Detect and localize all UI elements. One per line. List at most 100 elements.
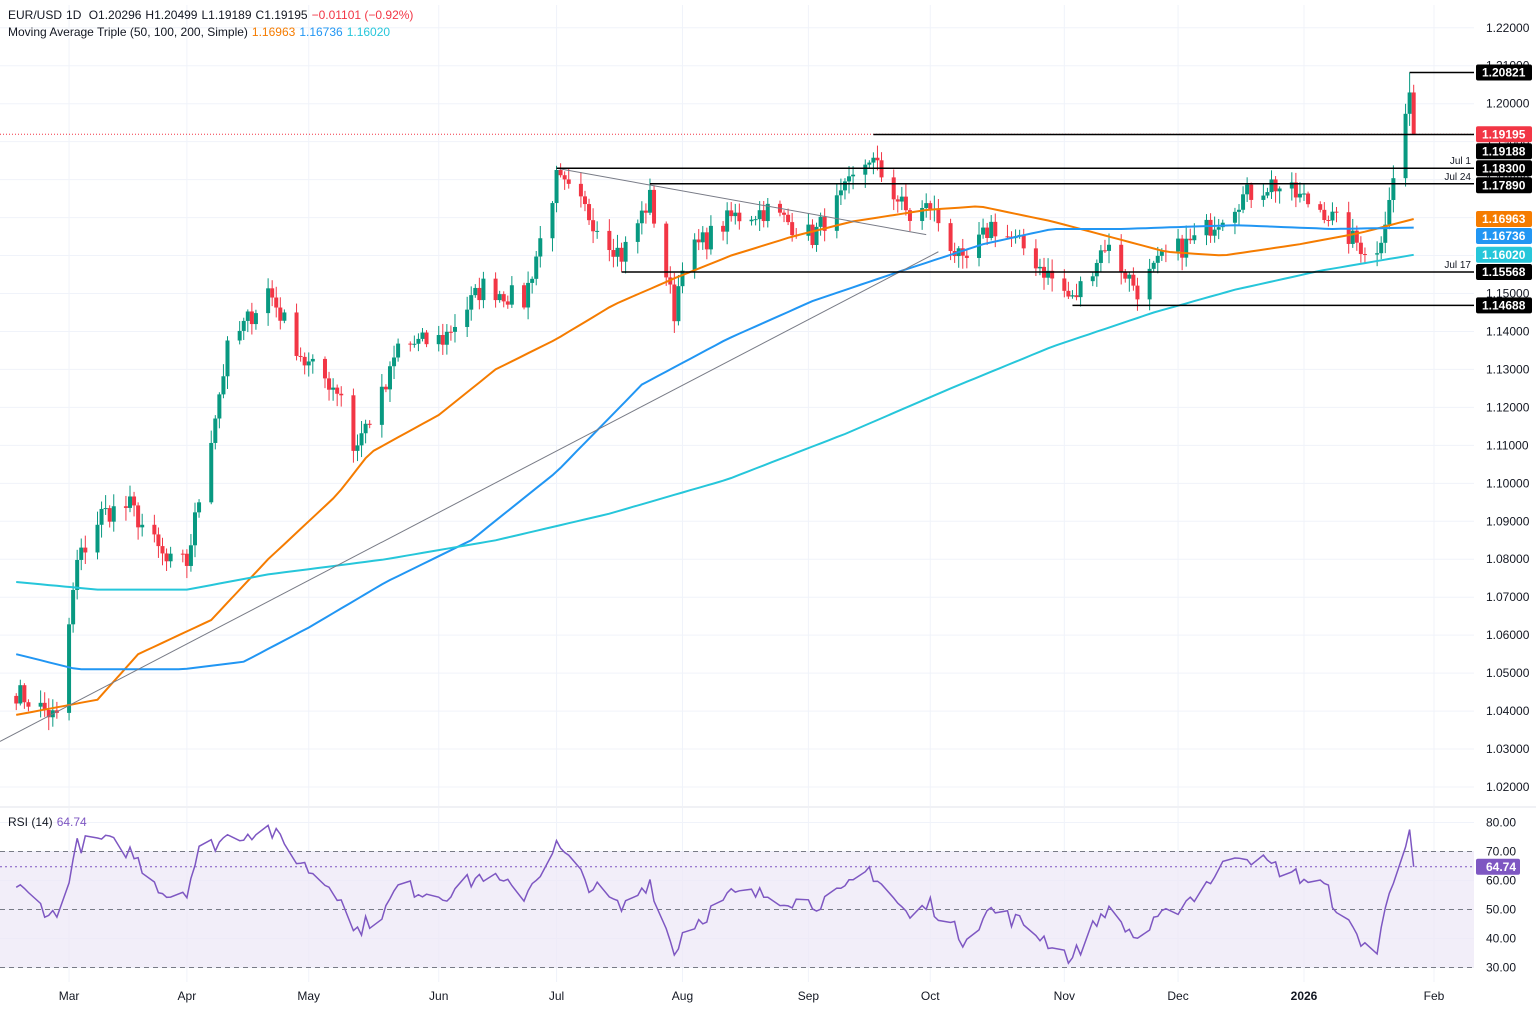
candle-body bbox=[834, 195, 839, 231]
ohlc-legend: EUR/USD 1D O1.20296 H1.20499 L1.19189 C1.191… bbox=[8, 8, 417, 22]
candle-body bbox=[1403, 113, 1408, 179]
candle-body bbox=[822, 216, 827, 231]
price-tick-label: 1.07000 bbox=[1486, 590, 1530, 604]
candle-body bbox=[1293, 182, 1298, 198]
candle-body bbox=[863, 164, 868, 175]
candle bbox=[379, 374, 384, 438]
candle-body bbox=[875, 157, 880, 161]
candle-body bbox=[554, 170, 559, 204]
candle-body bbox=[209, 442, 214, 503]
price-tick-label: 1.09000 bbox=[1486, 514, 1530, 528]
candle bbox=[473, 284, 478, 298]
candle bbox=[753, 215, 758, 226]
candle bbox=[132, 491, 137, 517]
candle-body bbox=[1147, 268, 1152, 300]
candle bbox=[416, 333, 421, 352]
candle bbox=[578, 172, 583, 208]
candle bbox=[1403, 103, 1408, 187]
candle-body bbox=[298, 355, 303, 357]
ma-legend-label: Moving Average Triple (50, 100, 200, Sim… bbox=[8, 25, 248, 39]
candle bbox=[643, 203, 648, 224]
candle-body bbox=[1180, 238, 1185, 258]
candle-body bbox=[1159, 251, 1164, 256]
candle bbox=[765, 198, 770, 228]
candle bbox=[335, 384, 340, 407]
candle bbox=[1322, 202, 1327, 224]
candle-body bbox=[818, 216, 823, 227]
candle-body bbox=[1107, 244, 1112, 251]
candle-body bbox=[1037, 266, 1042, 269]
candle bbox=[1318, 201, 1323, 213]
candle bbox=[184, 549, 189, 579]
candle bbox=[1212, 216, 1217, 243]
candle bbox=[168, 546, 173, 568]
candle bbox=[408, 341, 413, 352]
candle-body bbox=[473, 287, 478, 296]
candle-body bbox=[302, 356, 307, 366]
rsi-line bbox=[15, 824, 1415, 965]
candle bbox=[359, 421, 364, 458]
candle bbox=[1147, 258, 1152, 311]
candle-body bbox=[1387, 199, 1392, 225]
candle-body bbox=[1094, 262, 1099, 277]
candle-body bbox=[899, 196, 904, 202]
price-level-label: 1.18300 bbox=[1482, 161, 1526, 175]
candle-body bbox=[1090, 276, 1095, 282]
candle bbox=[786, 208, 791, 226]
candle bbox=[164, 548, 169, 571]
candle bbox=[818, 212, 823, 236]
candle bbox=[95, 511, 100, 560]
candle-body bbox=[1297, 193, 1302, 198]
candle bbox=[1062, 269, 1067, 298]
candle bbox=[1090, 271, 1095, 287]
candle bbox=[1407, 72, 1412, 126]
price-tick-label: 1.03000 bbox=[1486, 742, 1530, 756]
candle bbox=[1346, 201, 1351, 254]
candle bbox=[253, 309, 258, 330]
candle bbox=[448, 325, 453, 341]
candle bbox=[469, 286, 474, 321]
candle bbox=[383, 384, 388, 393]
candle-body bbox=[46, 709, 51, 718]
candle bbox=[635, 219, 640, 254]
candle bbox=[530, 276, 535, 294]
candle bbox=[83, 535, 88, 564]
candle bbox=[721, 221, 726, 241]
candle bbox=[1151, 260, 1156, 273]
candle bbox=[1204, 214, 1209, 246]
candle-body bbox=[1232, 211, 1237, 223]
candle-body bbox=[123, 506, 128, 508]
candle bbox=[838, 178, 843, 205]
candle-body bbox=[1241, 194, 1246, 210]
candle bbox=[302, 352, 307, 375]
candle bbox=[1216, 218, 1221, 240]
candle bbox=[757, 201, 762, 232]
candle bbox=[339, 386, 344, 407]
candle-body bbox=[408, 343, 413, 345]
candle bbox=[1107, 233, 1112, 264]
candle bbox=[895, 195, 900, 213]
candle-body bbox=[1330, 211, 1335, 221]
candle-body bbox=[1050, 270, 1055, 279]
candle-body bbox=[1407, 92, 1412, 114]
price-level-label: 1.16963 bbox=[1482, 212, 1526, 226]
candle-body bbox=[676, 286, 681, 322]
candle-body bbox=[253, 313, 258, 325]
rsi-tick-label: 80.00 bbox=[1486, 816, 1516, 830]
candle-body bbox=[1070, 295, 1075, 297]
candle bbox=[534, 251, 539, 286]
candle bbox=[465, 296, 470, 337]
candle-body bbox=[696, 239, 701, 243]
candle-body bbox=[1074, 295, 1079, 298]
candle-body bbox=[306, 361, 311, 366]
candle-body bbox=[197, 502, 202, 513]
candle bbox=[327, 371, 332, 401]
candle-body bbox=[1265, 192, 1270, 196]
candle bbox=[936, 199, 941, 232]
candle bbox=[1245, 177, 1250, 202]
ma100-line bbox=[15, 224, 1414, 671]
candle-body bbox=[1411, 92, 1416, 135]
candle bbox=[867, 160, 872, 168]
candle-body bbox=[1375, 253, 1380, 255]
